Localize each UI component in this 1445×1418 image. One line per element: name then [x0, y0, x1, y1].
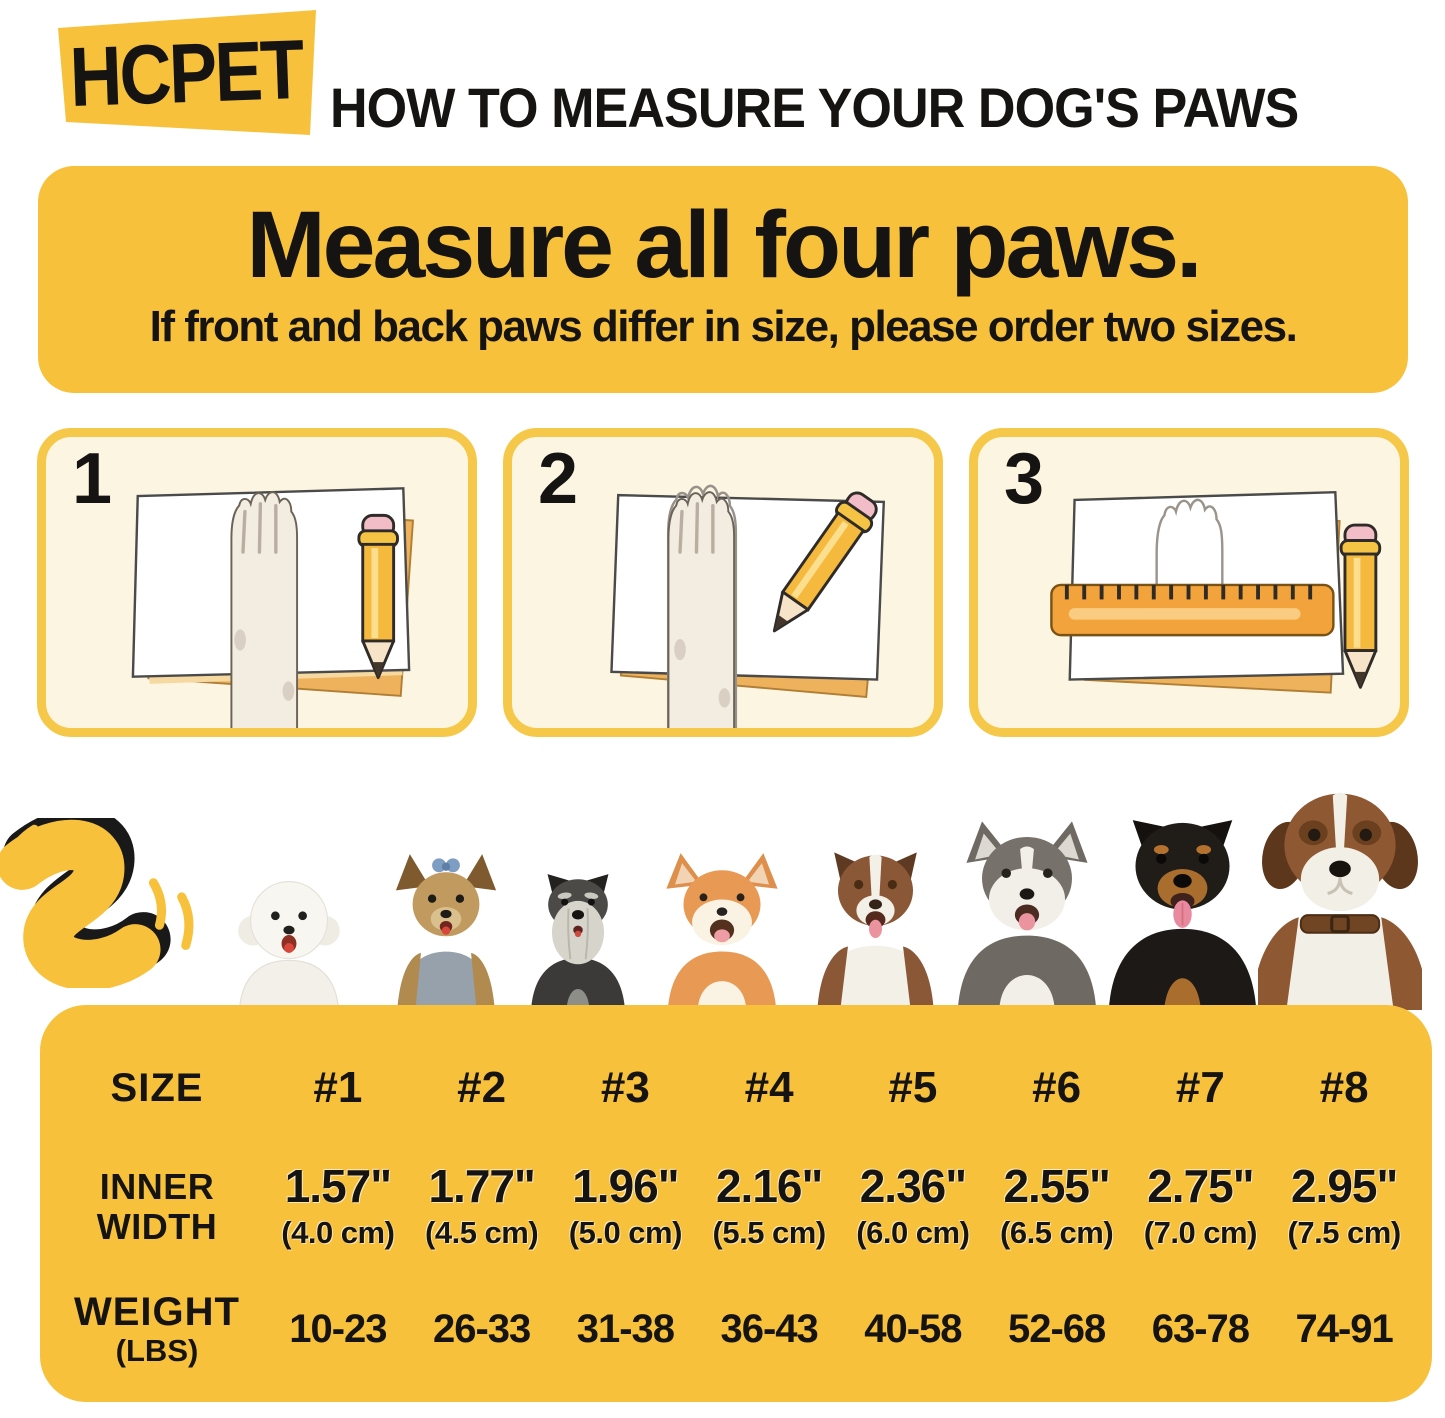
inner-width-inches: 2.95" — [1290, 1160, 1398, 1212]
inner-width-inches: 1.77" — [428, 1160, 535, 1212]
weight-col-6: 52-68 — [1007, 1306, 1106, 1351]
size-col-3: #3 — [600, 1063, 650, 1112]
weight-label-line2: (LBS) — [115, 1332, 199, 1368]
inner-width-inches: 1.96" — [572, 1160, 679, 1212]
instruction-banner: Measure all four paws. If front and back… — [38, 166, 1408, 393]
weight-label-line1: WEIGHT — [74, 1289, 240, 1334]
pencil-icon — [1339, 523, 1382, 689]
weight-col-2: 26-33 — [432, 1306, 531, 1351]
inner-width-cm: (7.0 cm) — [1143, 1215, 1258, 1250]
inner-width-cm: (5.5 cm) — [712, 1215, 827, 1250]
size-col-8: #8 — [1319, 1063, 1369, 1112]
size-col-7: #7 — [1175, 1063, 1225, 1112]
banner-subheading: If front and back paws differ in size, p… — [149, 302, 1298, 351]
inner-width-col-4: 2.16" (5.5 cm) — [697, 1141, 841, 1273]
dog-photo-saint-bernard — [1258, 792, 1422, 1010]
weight-col-1: 10-23 — [289, 1306, 387, 1351]
ruler-icon — [1050, 583, 1335, 637]
measure-outline-illustration — [1050, 490, 1382, 694]
inner-width-cm: (4.5 cm) — [425, 1215, 539, 1250]
size-col-2: #2 — [457, 1063, 507, 1112]
size-col-1: #1 — [313, 1063, 363, 1112]
logo-text: HCPET — [68, 22, 305, 124]
inner-width-inches: 1.57" — [284, 1160, 392, 1212]
weight-col-3: 31-38 — [576, 1306, 675, 1351]
inner-width-inches: 2.55" — [1003, 1160, 1110, 1212]
inner-width-cm: (6.5 cm) — [1000, 1215, 1114, 1250]
inner-width-col-5: 2.36" (6.0 cm) — [841, 1141, 985, 1273]
inner-width-inches: 2.36" — [859, 1160, 967, 1212]
weight-col-8: 74-91 — [1295, 1306, 1393, 1351]
dog-paw-illustration — [230, 491, 299, 728]
inner-width-label-line1: INNER — [99, 1166, 215, 1208]
weight-col-4: 36-43 — [720, 1306, 818, 1351]
pencil-icon — [772, 491, 878, 633]
step-card-3: 3 — [969, 428, 1409, 737]
size-col-4: #4 — [744, 1063, 794, 1112]
dog-paw-illustration — [667, 491, 736, 728]
step-number: 1 — [72, 439, 113, 519]
size-col-5: #5 — [888, 1063, 938, 1112]
size-chart-table: SIZE #1 #2 #3 #4 #5 #6 #7 #8 INNER WIDTH… — [40, 1005, 1432, 1402]
dog-photo-rottweiler — [1108, 820, 1257, 1010]
dog-photo-yorkshire-terrier — [395, 854, 497, 1010]
page-title: HOW TO MEASURE YOUR DOG'S PAWS — [330, 76, 1299, 140]
pencil-icon — [357, 513, 399, 680]
dog-photo-miniature-schnauzer — [531, 874, 625, 1010]
inner-width-col-1: 1.57" (4.0 cm) — [266, 1141, 410, 1273]
weight-col-5: 40-58 — [864, 1306, 962, 1351]
inner-width-col-8: 2.95" (7.5 cm) — [1272, 1141, 1416, 1273]
inner-width-inches: 2.75" — [1147, 1160, 1254, 1212]
step-number: 3 — [1004, 439, 1045, 519]
trace-paw-illustration — [610, 484, 886, 728]
inner-width-label-line2: WIDTH — [96, 1206, 218, 1247]
step-card-1: 1 — [37, 428, 477, 737]
inner-width-cm: (7.5 cm) — [1287, 1215, 1402, 1250]
brand-logo: HCPET — [48, 8, 324, 138]
dog-photo-australian-shepherd — [817, 852, 934, 1010]
brand-logo-badge: HCPET — [58, 10, 316, 135]
measuring-steps: 1 — [37, 428, 1409, 737]
step-card-2: 2 — [503, 428, 943, 737]
dog-photo-alaskan-malamute — [957, 821, 1097, 1010]
size-row-label: SIZE — [110, 1066, 204, 1110]
traced-paw-outline — [666, 484, 738, 728]
paw-on-paper-illustration — [131, 487, 415, 728]
weight-row-label: WEIGHT (LBS) — [48, 1273, 266, 1385]
step-number: 2 — [538, 439, 579, 519]
inner-width-cm: (4.0 cm) — [281, 1215, 395, 1250]
inner-width-cm: (6.0 cm) — [856, 1215, 970, 1250]
inner-width-inches: 2.16" — [715, 1160, 823, 1212]
inner-width-col-6: 2.55" (6.5 cm) — [985, 1141, 1129, 1273]
inner-width-col-2: 1.77" (4.5 cm) — [410, 1141, 554, 1273]
dog-lineup — [238, 792, 1422, 1010]
weight-col-7: 63-78 — [1151, 1306, 1250, 1351]
inner-width-row-label: INNER WIDTH — [48, 1141, 266, 1273]
inner-width-col-7: 2.75" (7.0 cm) — [1129, 1141, 1273, 1273]
inner-width-col-3: 1.96" (5.0 cm) — [554, 1141, 698, 1273]
swoosh-decoration — [0, 818, 194, 988]
dog-photo-bichon-frise — [238, 881, 340, 1010]
size-col-6: #6 — [1032, 1063, 1082, 1112]
banner-heading: Measure all four paws. — [246, 192, 1203, 298]
traced-paw-outline — [1155, 498, 1224, 618]
dog-photo-shiba-inu — [666, 853, 778, 1010]
logo-background-shape — [58, 10, 316, 135]
inner-width-cm: (5.0 cm) — [568, 1215, 683, 1250]
